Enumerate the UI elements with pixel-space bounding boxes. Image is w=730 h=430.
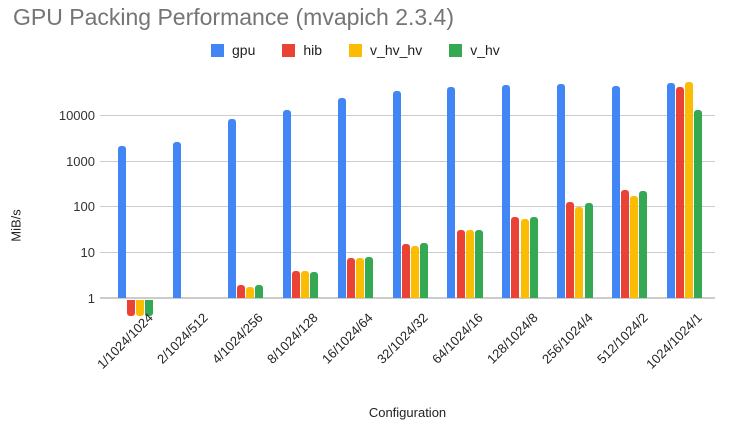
bar-gpu-256-1024-4[interactable] [557, 84, 566, 298]
legend-label-hib: hib [303, 42, 323, 58]
x-tick-label-1024-1024-1: 1024/1024/1 [643, 310, 706, 372]
x-axis-title: Configuration [368, 405, 447, 420]
x-tick-label-8-1024-128: 8/1024/128 [264, 310, 321, 367]
y-tick-label-1: 1 [87, 291, 95, 306]
bar-v_hv-128-1024-8[interactable] [529, 216, 538, 298]
legend-item-v_hv: v_hv [449, 42, 500, 58]
bar-hib-4-1024-256[interactable] [236, 285, 245, 298]
bar-v_hv_hv-32-1024-32[interactable] [410, 245, 419, 298]
y-axis-title: MiB/s [8, 209, 24, 242]
x-tick-label-512-1024-2: 512/1024/2 [593, 310, 651, 367]
y-tick-label-1000: 1000 [66, 153, 95, 169]
bar-v_hv_hv-1024-1024-1[interactable] [685, 82, 694, 298]
bar-v_hv_hv-128-1024-8[interactable] [520, 219, 529, 298]
bar-v_hv_hv-256-1024-4[interactable] [575, 206, 584, 298]
y-tick-label-100: 100 [73, 199, 95, 215]
bar-v_hv-32-1024-32[interactable] [419, 243, 428, 298]
bar-hib-64-1024-16[interactable] [456, 230, 465, 298]
bar-gpu-1-1024-1024[interactable] [118, 145, 126, 298]
x-tick-label-16-1024-64: 16/1024/64 [319, 310, 376, 367]
bar-gpu-8-1024-128[interactable] [282, 110, 291, 298]
legend-label-v_hv_hv: v_hv_hv [370, 42, 423, 58]
y-tick-label-10: 10 [80, 245, 95, 261]
bar-v_hv-16-1024-64[interactable] [364, 257, 373, 298]
bar-v_hv-4-1024-256[interactable] [255, 285, 264, 298]
bar-v_hv_hv-64-1024-16[interactable] [465, 230, 474, 298]
x-tick-label-256-1024-4: 256/1024/4 [538, 310, 596, 367]
bar-v_hv_hv-16-1024-64[interactable] [355, 257, 364, 298]
x-tick-label-128-1024-8: 128/1024/8 [483, 310, 541, 367]
bar-hib-16-1024-64[interactable] [346, 257, 355, 298]
legend-swatch-v_hv_hv [349, 43, 363, 57]
bar-v_hv_hv-8-1024-128[interactable] [300, 271, 309, 298]
bar-v_hv_hv-1-1024-1024[interactable] [136, 300, 145, 316]
bar-v_hv-256-1024-4[interactable] [584, 202, 593, 298]
bar-v_hv-8-1024-128[interactable] [310, 271, 318, 298]
x-tick-label-64-1024-16: 64/1024/16 [428, 310, 486, 367]
legend-item-hib: hib [282, 42, 322, 58]
bar-hib-32-1024-32[interactable] [401, 244, 410, 298]
bar-gpu-128-1024-8[interactable] [502, 84, 511, 298]
legend-label-gpu: gpu [232, 42, 256, 58]
bar-hib-1024-1024-1[interactable] [676, 86, 685, 298]
gridline-100 [100, 206, 715, 208]
bar-gpu-1024-1024-1[interactable] [667, 83, 675, 298]
chart-title: GPU Packing Performance (mvapich 2.3.4) [13, 4, 455, 30]
gridline-10000 [100, 114, 715, 116]
x-tick-label-32-1024-32: 32/1024/32 [373, 310, 431, 367]
bar-gpu-4-1024-256[interactable] [227, 119, 236, 298]
bar-v_hv_hv-512-1024-2[interactable] [630, 195, 639, 298]
bar-hib-128-1024-8[interactable] [511, 216, 520, 298]
legend-swatch-gpu [211, 43, 224, 57]
gridline-1 [100, 297, 715, 299]
bar-v_hv-512-1024-2[interactable] [639, 191, 648, 298]
legend-swatch-hib [282, 43, 296, 57]
x-tick-label-2-1024-512: 2/1024/512 [154, 310, 212, 367]
x-tick-label-1-1024-1024: 1/1024/1024 [94, 310, 157, 372]
legend-label-v_hv: v_hv [470, 42, 500, 58]
bar-hib-256-1024-4[interactable] [566, 202, 575, 298]
legend-item-v_hv_hv: v_hv_hv [349, 42, 422, 58]
x-tick-label-4-1024-256: 4/1024/256 [209, 310, 266, 367]
bar-hib-512-1024-2[interactable] [621, 189, 630, 298]
legend-swatch-v_hv [449, 43, 463, 57]
bar-gpu-512-1024-2[interactable] [612, 86, 621, 298]
bar-v_hv_hv-4-1024-256[interactable] [246, 286, 254, 298]
bar-gpu-32-1024-32[interactable] [392, 91, 401, 298]
bar-v_hv-64-1024-16[interactable] [474, 229, 483, 298]
y-tick-label-10000: 10000 [58, 107, 95, 123]
bar-gpu-16-1024-64[interactable] [337, 98, 346, 298]
gridline-1000 [100, 160, 715, 162]
bar-v_hv-1024-1024-1[interactable] [694, 109, 703, 298]
bar-gpu-64-1024-16[interactable] [447, 87, 456, 298]
bar-gpu-2-1024-512[interactable] [172, 141, 181, 298]
bar-hib-1-1024-1024[interactable] [127, 300, 136, 316]
legend-item-gpu: gpu [211, 42, 255, 58]
bar-hib-8-1024-128[interactable] [291, 271, 300, 298]
legend: gpu hib v_hv_hv v_hv [211, 42, 500, 58]
bar-v_hv-1-1024-1024[interactable] [145, 300, 154, 316]
